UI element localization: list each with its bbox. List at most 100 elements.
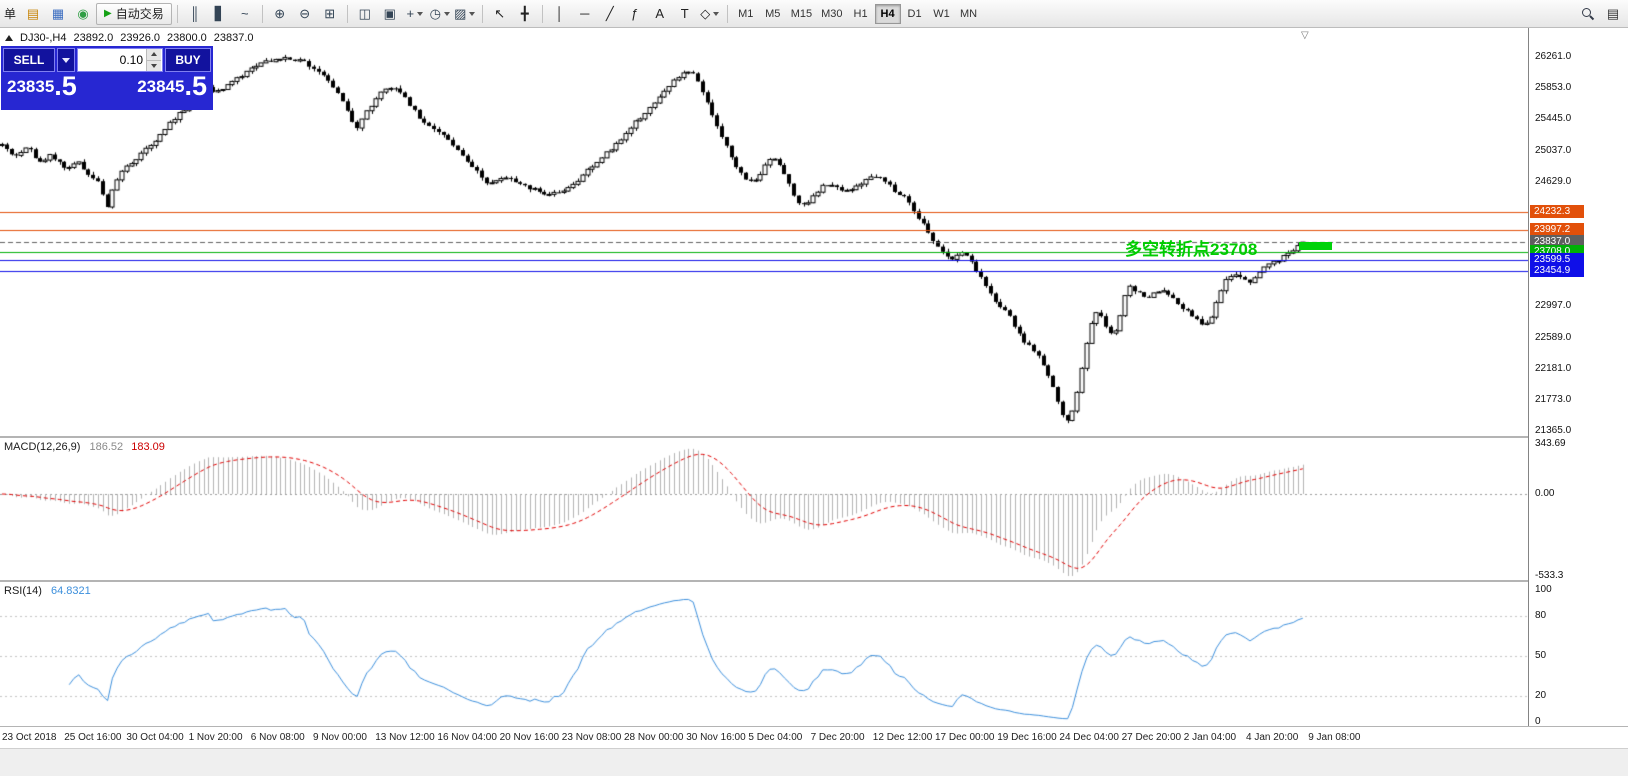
navigator-button[interactable]: ◉ <box>71 3 95 25</box>
time-axis-label: 13 Nov 12:00 <box>375 732 435 743</box>
templates-button[interactable]: ▨ <box>453 3 477 25</box>
navigator-icon: ◉ <box>77 6 89 21</box>
fibonacci-button[interactable]: ƒ <box>623 3 647 25</box>
time-axis-label: 1 Nov 20:00 <box>188 732 243 743</box>
timeframe-m15[interactable]: M15 <box>790 7 813 20</box>
toolbar-separator <box>481 4 483 23</box>
status-bar <box>0 748 1628 776</box>
rsi-axis-label: 0 <box>1535 716 1541 727</box>
time-axis-label: 5 Dec 04:00 <box>748 732 803 743</box>
quick-layout-button[interactable]: ▤ <box>1601 3 1625 25</box>
time-axis-label: 4 Jan 20:00 <box>1246 732 1299 743</box>
shapes-button[interactable]: ◇ <box>698 3 722 25</box>
volume-stepper <box>146 49 161 71</box>
new-chart-icon: + <box>406 6 415 21</box>
zoom-out-button[interactable]: ⊖ <box>293 3 317 25</box>
toolbar-separator <box>261 4 263 23</box>
candles-mode-button[interactable]: ▋ <box>208 3 232 25</box>
toolbar-separator <box>176 4 178 23</box>
trendline-button[interactable]: ╱ <box>598 3 622 25</box>
templates-icon: ▨ <box>454 6 467 21</box>
pane-separator[interactable] <box>0 436 1628 438</box>
time-axis-label: 7 Dec 20:00 <box>810 732 865 743</box>
order-type-dropdown[interactable] <box>57 48 75 72</box>
macd-pane-canvas[interactable] <box>0 438 1528 580</box>
menu-label[interactable]: 单 <box>4 7 17 21</box>
price-axis-label: 21773.0 <box>1535 393 1572 405</box>
main-chart-canvas[interactable] <box>0 28 1528 436</box>
price-axis-label: 25853.0 <box>1535 82 1572 94</box>
time-axis-label: 19 Dec 16:00 <box>997 732 1057 743</box>
fibonacci-icon: ƒ <box>631 6 639 21</box>
search-button[interactable] <box>1576 3 1600 25</box>
caret-down-icon <box>151 63 157 68</box>
autotrading-button[interactable]: ▶ 自动交易 <box>96 2 172 25</box>
timeframe-m1[interactable]: M1 <box>738 7 754 20</box>
price-line-label: 23997.2 <box>1530 222 1584 236</box>
horizontal-line-button[interactable]: ─ <box>573 3 597 25</box>
timeframe-m5[interactable]: M5 <box>765 7 781 20</box>
cascade-windows-button[interactable]: ◫ <box>353 3 377 25</box>
cascade-windows-icon: ◫ <box>358 6 371 21</box>
macd-axis-label: 0.00 <box>1535 488 1555 499</box>
layout-icon: ▤ <box>1606 6 1620 21</box>
crosshair-button[interactable]: ╋ <box>513 3 537 25</box>
price-line-label: 23454.9 <box>1530 264 1584 278</box>
price-axis[interactable]: 26261.0 25853.0 25445.0 25037.0 24629.0 22997… <box>1528 28 1628 727</box>
periods-icon: ◷ <box>429 6 441 21</box>
zoom-in-button[interactable]: ⊕ <box>268 3 292 25</box>
scroll-to-end-icon[interactable]: ▽ <box>1301 30 1309 41</box>
buy-button[interactable]: BUY <box>165 48 211 72</box>
new-chart-button[interactable]: + <box>403 3 427 25</box>
timeframe-mn[interactable]: MN <box>959 7 978 20</box>
line-mode-icon: ~ <box>240 6 249 21</box>
ohlc-low: 23800.0 <box>167 32 207 44</box>
time-axis[interactable]: 23 Oct 2018 25 Oct 16:00 30 Oct 04:00 1 Nov… <box>0 727 1628 748</box>
periods-caret-icon <box>443 11 450 16</box>
time-axis-label: 9 Jan 08:00 <box>1308 732 1361 743</box>
turning-point-annotation: 多空转折点23708 <box>1125 240 1258 259</box>
shapes-icon: ◇ <box>700 6 711 21</box>
one-click-toggle-icon[interactable] <box>5 35 13 41</box>
volume-up-button[interactable] <box>147 49 161 61</box>
templates-caret-icon <box>469 11 476 16</box>
periods-button[interactable]: ◷ <box>428 3 452 25</box>
bars-mode-button[interactable]: ║ <box>183 3 207 25</box>
arrange-windows-button[interactable]: ▣ <box>378 3 402 25</box>
rsi-pane-canvas[interactable] <box>0 582 1528 726</box>
price-axis-label: 24629.0 <box>1535 175 1572 187</box>
autotrading-button-label: 自动交易 <box>115 7 164 21</box>
timeframe-h4[interactable]: H4 <box>874 3 901 24</box>
line-mode-button[interactable]: ~ <box>233 3 257 25</box>
ohlc-open: 23892.0 <box>73 32 114 44</box>
time-axis-label: 20 Nov 16:00 <box>499 732 560 743</box>
time-axis-label: 2 Jan 04:00 <box>1183 732 1237 743</box>
price-axis-label: 22589.0 <box>1535 331 1572 343</box>
buy-price[interactable]: 23845 .5 <box>137 71 207 101</box>
toolbar-separator <box>541 4 543 23</box>
timeframe-m30[interactable]: M30 <box>821 7 843 20</box>
vertical-line-button[interactable]: │ <box>548 3 572 25</box>
crosshair-icon: ╋ <box>520 6 529 21</box>
bars-mode-icon: ║ <box>190 6 200 21</box>
new-order-button[interactable]: ▤ <box>21 3 45 25</box>
tile-windows-icon: ⊞ <box>324 6 336 21</box>
sell-button[interactable]: SELL <box>3 48 55 72</box>
pane-separator[interactable] <box>0 580 1628 582</box>
text-label-button[interactable]: T <box>673 3 697 25</box>
tile-windows-button[interactable]: ⊞ <box>318 3 342 25</box>
rsi-axis-label: 100 <box>1535 584 1552 595</box>
timeframe-d1[interactable]: D1 <box>907 7 922 20</box>
volume-input[interactable] <box>78 49 146 71</box>
rsi-axis-label: 50 <box>1535 650 1547 661</box>
timeframe-w1[interactable]: W1 <box>933 7 950 20</box>
time-axis-label: 23 Oct 2018 <box>2 732 57 743</box>
text-tool-button[interactable]: A <box>648 3 672 25</box>
price-axis-label: 26261.0 <box>1535 51 1572 62</box>
cursor-button[interactable]: ↖ <box>488 3 512 25</box>
sell-price[interactable]: 23835 .5 <box>7 71 77 101</box>
timeframe-h1[interactable]: H1 <box>853 7 868 20</box>
volume-down-button[interactable] <box>147 60 161 71</box>
market-watch-button[interactable]: ▦ <box>46 3 70 25</box>
new-chart-caret-icon <box>417 11 424 16</box>
